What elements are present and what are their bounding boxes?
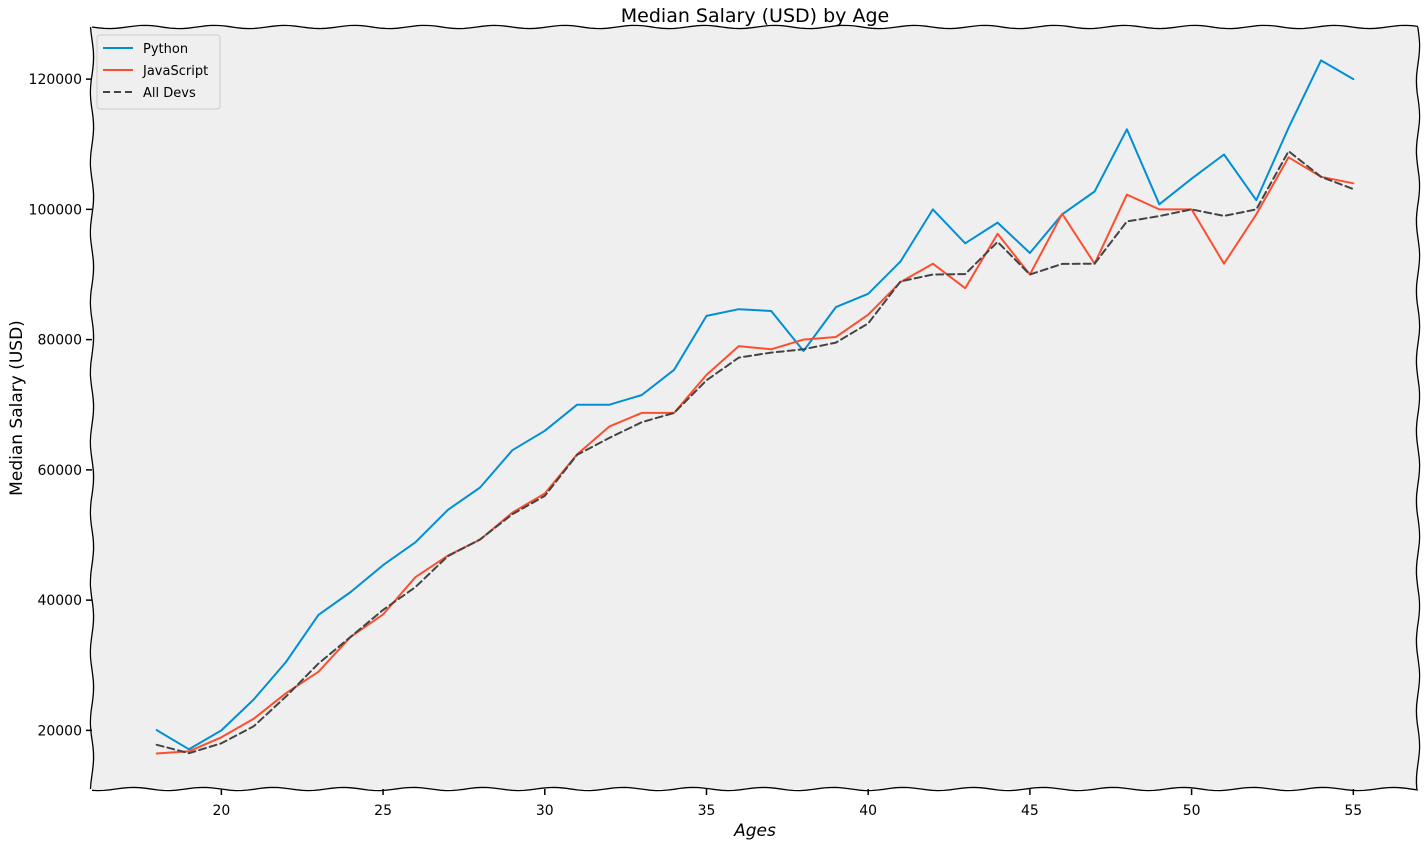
x-axis: 20 25 30 35 40 45 50 55	[212, 789, 1362, 819]
x-tick-label: 50	[1183, 803, 1201, 819]
x-tick-label: 40	[859, 803, 877, 819]
series-layer	[155, 59, 1355, 755]
x-tick-label: 45	[1021, 803, 1039, 819]
legend-box	[96, 34, 221, 110]
y-axis: 20000 40000 60000 80000 100000 120000	[29, 72, 92, 739]
series-line-python	[155, 59, 1355, 751]
x-tick-label: 20	[212, 803, 230, 819]
x-tick-label: 55	[1344, 803, 1362, 819]
y-tick-label: 100000	[29, 202, 82, 218]
x-tick-label: 35	[698, 803, 716, 819]
y-axis-title: Median Salary (USD)	[7, 320, 27, 496]
y-tick-label: 80000	[37, 333, 82, 349]
frame-top	[91, 24, 1419, 30]
legend-label-javascript: JavaScript	[142, 64, 208, 79]
frame-right	[1415, 26, 1421, 790]
chart-title: Median Salary (USD) by Age	[621, 5, 889, 27]
frame-left	[89, 26, 95, 790]
x-tick-label: 25	[374, 803, 392, 819]
legend-label-all-devs: All Devs	[143, 86, 196, 101]
plot-frame	[89, 24, 1421, 792]
legend: Python JavaScript All Devs	[96, 34, 221, 110]
legend-label-python: Python	[143, 42, 188, 57]
y-tick-label: 60000	[37, 463, 82, 479]
x-axis-title: Ages	[733, 821, 776, 841]
series-line-all-devs	[155, 150, 1355, 755]
y-tick-label: 40000	[37, 593, 82, 609]
x-tick-label: 30	[536, 803, 554, 819]
y-tick-label: 20000	[37, 723, 82, 739]
plot-area	[92, 27, 1418, 789]
frame-bottom	[91, 786, 1419, 792]
y-tick-label: 120000	[29, 72, 82, 88]
